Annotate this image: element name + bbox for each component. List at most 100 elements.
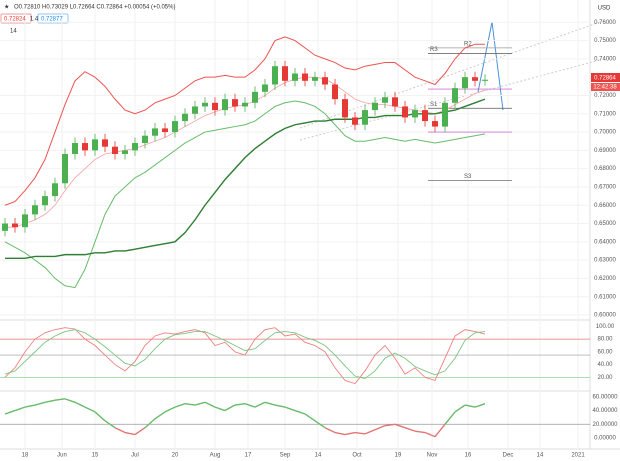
x-tick-label: Nov: [427, 453, 438, 459]
line-segment: [54, 398, 66, 401]
candle-body: [12, 223, 18, 228]
x-tick-label: 17: [245, 453, 252, 459]
candle-body: [52, 183, 58, 197]
line-segment: [374, 425, 386, 431]
line-segment: [94, 411, 106, 422]
candle-body: [472, 77, 478, 81]
y-tick-label: 0.72000: [594, 93, 616, 99]
price-tag: 0.72864: [594, 76, 616, 82]
y-tick-label: 20.00: [597, 375, 613, 381]
y-tick-label: 0.75000: [594, 38, 616, 44]
line-segment: [74, 401, 86, 408]
candle-body: [82, 143, 88, 151]
y-tick-label: 0.66000: [594, 203, 616, 209]
line-segment: [354, 431, 366, 435]
candle-body: [392, 97, 398, 107]
y-tick-label: 0.67000: [594, 185, 616, 191]
candle-body: [222, 99, 228, 111]
x-tick-label: Dec: [503, 453, 514, 459]
time-tag-bg: [591, 83, 620, 91]
spread: 1.4: [30, 17, 39, 23]
line-segment: [24, 404, 36, 408]
x-tick-label: Sep: [280, 453, 291, 459]
level-label: S3: [464, 174, 472, 180]
candle-body: [342, 99, 348, 118]
buy-box[interactable]: [37, 13, 69, 24]
line-segment: [34, 401, 46, 406]
y-tick-label: 0.62000: [594, 276, 616, 282]
line-segment: [154, 411, 166, 420]
y-tick-label: 100.00: [596, 324, 615, 330]
line-segment: [324, 427, 336, 434]
line: [4, 36, 485, 206]
candle-body: [42, 196, 48, 206]
line: [4, 329, 486, 380]
candle-body: [252, 91, 258, 103]
sell-box[interactable]: [0, 13, 32, 24]
buy-price[interactable]: 0.72877: [41, 17, 63, 23]
candle-body: [132, 143, 138, 151]
line-segment: [204, 401, 216, 408]
candle-body: [372, 102, 378, 111]
line-segment: [144, 418, 156, 429]
y-tick-label: 60.00: [597, 349, 613, 355]
candle-body: [292, 73, 298, 81]
line-segment: [364, 429, 376, 435]
candle-body: [122, 150, 128, 155]
line-segment: [184, 402, 196, 406]
line-segment: [334, 431, 346, 436]
line-segment: [394, 423, 406, 429]
candle-body: [352, 117, 358, 125]
line-segment: [244, 403, 256, 408]
y-tick-label: 0.65000: [594, 221, 616, 227]
line-segment: [454, 404, 466, 413]
line-segment: [274, 404, 286, 408]
line-segment: [224, 404, 236, 412]
candle-body: [32, 205, 38, 215]
x-tick-label: 14: [537, 453, 544, 459]
line-segment: [314, 420, 326, 429]
currency: USD: [598, 6, 611, 12]
time-tag: 12:42:38: [593, 85, 617, 91]
candle-body: [272, 66, 278, 85]
price-tag-bg: [591, 73, 620, 82]
candle-body: [202, 102, 208, 107]
line-segment: [284, 406, 296, 412]
line-segment: [44, 399, 56, 403]
candle-body: [112, 146, 118, 155]
candle-body: [282, 66, 288, 81]
line: [4, 327, 486, 385]
candle-body: [362, 110, 368, 125]
line-segment: [104, 420, 116, 429]
line-segment: [194, 401, 206, 406]
candle-body: [422, 110, 428, 122]
x-tick-label: 15: [92, 453, 99, 459]
line-segment: [344, 431, 356, 436]
line-segment: [384, 423, 396, 427]
x-tick-label: 20: [172, 453, 179, 459]
y-tick-label: 0.70000: [594, 130, 616, 136]
candle-body: [382, 97, 388, 103]
candle-body: [242, 102, 248, 107]
x-tick-label: Aug: [210, 453, 221, 459]
line-segment: [414, 430, 426, 434]
candle-body: [432, 121, 438, 127]
candle-body: [262, 84, 268, 92]
candle-body: [142, 135, 148, 144]
line-segment: [434, 423, 446, 438]
sell-price[interactable]: 0.72824: [4, 17, 26, 23]
level-label: R3: [430, 47, 438, 53]
candle-body: [482, 79, 488, 81]
y-tick-label: 0.76000: [594, 20, 616, 26]
line-segment: [444, 411, 456, 425]
candle-body: [302, 73, 308, 81]
candle-body: [322, 77, 328, 85]
line-segment: [424, 431, 436, 438]
candle-body: [462, 77, 468, 89]
x-tick-label: Jul: [131, 453, 139, 459]
period: 14: [10, 29, 17, 35]
candle-body: [2, 223, 8, 231]
y-tick-label: 0.69000: [594, 148, 616, 154]
line-segment: [14, 406, 26, 412]
